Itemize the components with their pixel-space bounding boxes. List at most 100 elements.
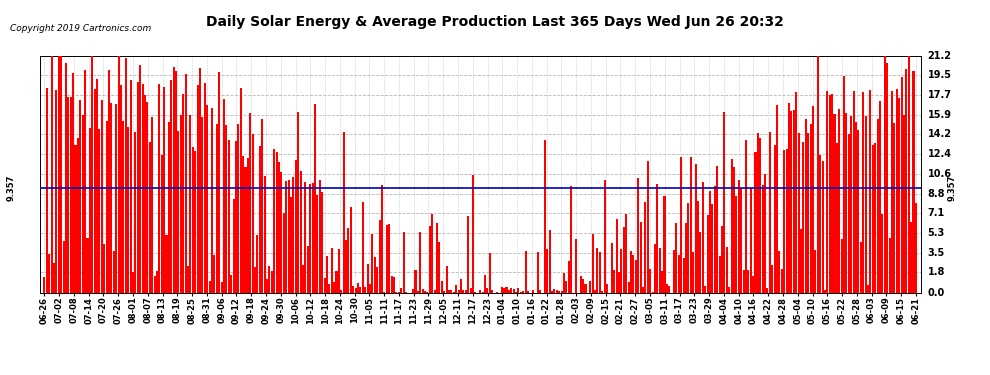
Bar	[233, 199, 235, 292]
Bar	[415, 270, 417, 292]
Bar	[788, 104, 790, 292]
Bar	[491, 290, 493, 292]
Bar	[812, 106, 814, 292]
Bar	[390, 276, 393, 292]
Bar	[771, 265, 773, 292]
Bar	[776, 105, 778, 292]
Bar	[343, 132, 345, 292]
Bar	[903, 114, 905, 292]
Bar	[613, 270, 615, 292]
Bar	[235, 141, 237, 292]
Bar	[226, 126, 228, 292]
Bar	[601, 291, 603, 292]
Bar	[719, 256, 721, 292]
Bar	[290, 197, 292, 292]
Bar	[216, 124, 218, 292]
Bar	[170, 80, 172, 292]
Bar	[263, 176, 265, 292]
Bar	[49, 254, 50, 292]
Bar	[666, 284, 668, 292]
Bar	[333, 282, 336, 292]
Bar	[464, 290, 467, 292]
Bar	[388, 224, 390, 292]
Bar	[192, 147, 194, 292]
Bar	[841, 239, 842, 292]
Bar	[101, 100, 103, 292]
Bar	[805, 119, 807, 292]
Bar	[393, 277, 395, 292]
Bar	[374, 257, 376, 292]
Bar	[673, 251, 675, 292]
Bar	[836, 142, 838, 292]
Bar	[460, 279, 462, 292]
Bar	[211, 108, 213, 292]
Bar	[690, 158, 692, 292]
Bar	[479, 290, 481, 292]
Bar	[317, 195, 319, 292]
Bar	[630, 252, 632, 292]
Bar	[140, 65, 142, 292]
Text: 9.357: 9.357	[6, 175, 16, 201]
Bar	[596, 248, 599, 292]
Bar	[209, 282, 211, 292]
Bar	[359, 286, 361, 292]
Bar	[251, 134, 253, 292]
Bar	[144, 94, 146, 292]
Bar	[69, 96, 71, 292]
Bar	[702, 182, 704, 292]
Bar	[354, 288, 356, 292]
Bar	[827, 91, 829, 292]
Bar	[644, 202, 646, 292]
Bar	[243, 156, 245, 292]
Bar	[741, 188, 742, 292]
Bar	[905, 69, 908, 292]
Bar	[65, 63, 67, 292]
Bar	[62, 241, 64, 292]
Bar	[312, 183, 314, 292]
Bar	[268, 266, 270, 292]
Bar	[148, 142, 150, 292]
Bar	[347, 228, 349, 292]
Bar	[189, 115, 191, 292]
Bar	[819, 155, 821, 292]
Bar	[361, 202, 364, 292]
Bar	[721, 226, 723, 292]
Bar	[249, 112, 251, 292]
Bar	[55, 90, 57, 292]
Bar	[130, 80, 132, 292]
Bar	[287, 180, 290, 292]
Bar	[628, 282, 630, 292]
Bar	[754, 152, 756, 292]
Bar	[807, 133, 809, 292]
Bar	[575, 239, 577, 292]
Bar	[872, 145, 874, 292]
Bar	[79, 100, 81, 292]
Bar	[532, 290, 534, 292]
Bar	[565, 280, 567, 292]
Bar	[874, 143, 876, 292]
Bar	[204, 83, 206, 292]
Bar	[704, 286, 706, 292]
Bar	[618, 273, 620, 292]
Bar	[594, 291, 596, 292]
Bar	[436, 223, 438, 292]
Bar	[728, 287, 731, 292]
Bar	[864, 116, 866, 292]
Bar	[625, 214, 628, 292]
Bar	[424, 291, 426, 292]
Bar	[604, 180, 606, 292]
Bar	[847, 134, 849, 292]
Bar	[111, 103, 113, 292]
Text: 14.2: 14.2	[928, 129, 951, 139]
Bar	[901, 77, 903, 292]
Bar	[103, 244, 105, 292]
Bar	[580, 276, 582, 292]
Bar	[501, 287, 503, 292]
Bar	[752, 276, 754, 292]
Bar	[860, 242, 862, 292]
Bar	[364, 287, 366, 292]
Bar	[52, 263, 55, 292]
Bar	[446, 267, 447, 292]
Bar	[687, 203, 689, 292]
Bar	[793, 110, 795, 292]
